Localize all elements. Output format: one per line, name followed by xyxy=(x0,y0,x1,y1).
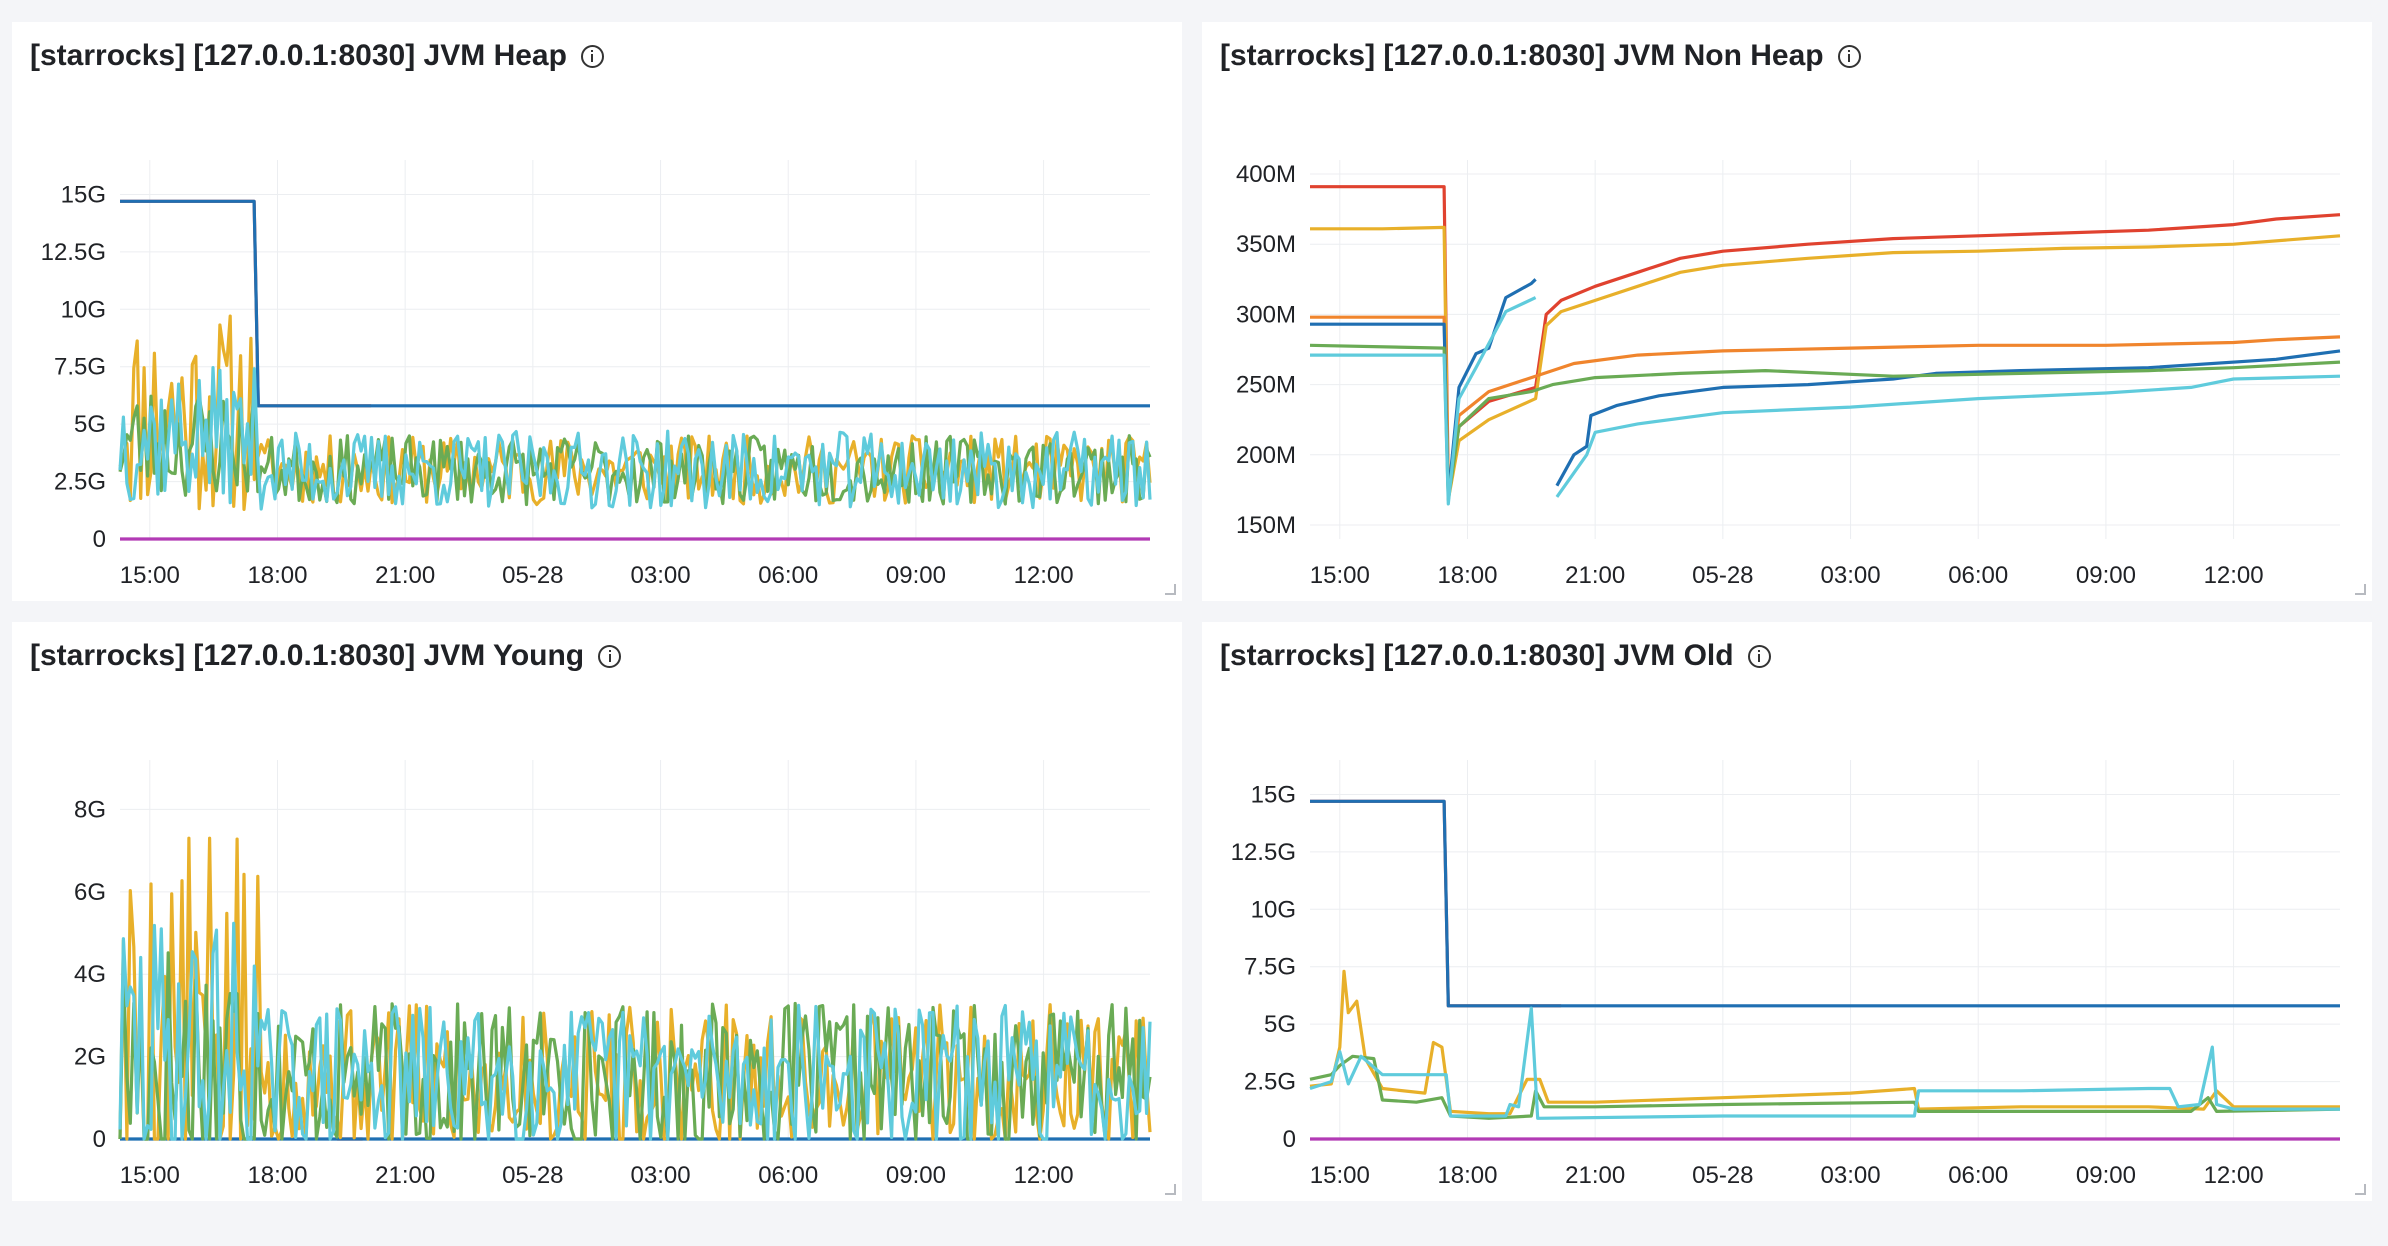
x-tick-label: 05-28 xyxy=(502,562,563,589)
x-tick-label: 18:00 xyxy=(1437,1162,1497,1189)
series-line-cyan xyxy=(118,366,1152,511)
x-tick-label: 15:00 xyxy=(1310,562,1370,589)
y-tick-label: 150M xyxy=(1236,512,1296,539)
x-tick-label: 15:00 xyxy=(1310,1162,1370,1189)
y-tick-label: 0 xyxy=(1283,1126,1296,1153)
series-line-green xyxy=(118,391,1152,507)
chart-jvm-non-heap: 150M 200M 250M 300M 350M 400M 15:00 18:00 21:00 0… xyxy=(1236,160,2341,589)
x-tick-label: 06:00 xyxy=(1948,1162,2008,1189)
x-tick-label: 12:00 xyxy=(2204,562,2264,589)
x-tick-label: 12:00 xyxy=(1014,1162,1074,1189)
panel-jvm-old: [starrocks] [127.0.0.1:8030] JVM Old 0 2.… xyxy=(1202,622,2372,1201)
x-tick-label: 06:00 xyxy=(758,1162,818,1189)
x-tick-label: 21:00 xyxy=(1565,1162,1625,1189)
y-tick-label: 2G xyxy=(74,1044,106,1071)
y-tick-label: 10G xyxy=(1251,896,1296,923)
x-tick-label: 05-28 xyxy=(1692,1162,1753,1189)
y-tick-label: 15G xyxy=(61,181,106,208)
x-tick-label: 06:00 xyxy=(758,562,818,589)
series-line-yellow xyxy=(1309,969,2340,1116)
y-tick-label: 400M xyxy=(1236,161,1296,188)
x-tick-label: 05-28 xyxy=(1692,562,1753,589)
x-tick-label: 21:00 xyxy=(375,562,435,589)
x-tick-label: 12:00 xyxy=(1014,562,1074,589)
x-tick-label: 03:00 xyxy=(1821,1162,1881,1189)
panel-header[interactable]: [starrocks] [127.0.0.1:8030] JVM Old xyxy=(1220,636,1771,676)
y-tick-label: 4G xyxy=(74,961,106,988)
y-tick-label: 2.5G xyxy=(1244,1069,1296,1096)
x-tick-label: 09:00 xyxy=(2076,1162,2136,1189)
panel-title: [starrocks] [127.0.0.1:8030] JVM Non Hea… xyxy=(1220,39,1824,72)
y-tick-label: 12.5G xyxy=(1231,839,1296,866)
series-line-yellow xyxy=(1310,225,2341,502)
panel-header[interactable]: [starrocks] [127.0.0.1:8030] JVM Non Hea… xyxy=(1220,36,1861,76)
resize-handle-icon[interactable] xyxy=(2355,584,2366,595)
x-tick-label: 03:00 xyxy=(1821,562,1881,589)
y-tick-label: 5G xyxy=(74,411,106,438)
panel-header[interactable]: [starrocks] [127.0.0.1:8030] JVM Heap xyxy=(30,36,604,76)
y-tick-label: 250M xyxy=(1236,372,1296,399)
x-tick-label: 09:00 xyxy=(886,1162,946,1189)
panel-header[interactable]: [starrocks] [127.0.0.1:8030] JVM Young xyxy=(30,636,622,676)
x-tick-label: 18:00 xyxy=(1437,562,1497,589)
y-tick-label: 7.5G xyxy=(1244,954,1296,981)
y-tick-label: 10G xyxy=(61,296,106,323)
panel-jvm-non-heap: [starrocks] [127.0.0.1:8030] JVM Non Hea… xyxy=(1202,22,2372,601)
x-tick-label: 15:00 xyxy=(120,1162,180,1189)
series-line-blue xyxy=(1310,799,2340,1008)
x-tick-label: 09:00 xyxy=(2076,562,2136,589)
x-tick-label: 15:00 xyxy=(120,562,180,589)
x-tick-label: 03:00 xyxy=(631,562,691,589)
series-line-blue xyxy=(120,199,1150,408)
series-line-cyan xyxy=(118,921,1152,1141)
x-tick-label: 05-28 xyxy=(502,1162,563,1189)
series-line-cyan xyxy=(1310,296,2341,506)
y-tick-label: 12.5G xyxy=(41,239,106,266)
chart-jvm-young: 0 2G 4G 6G 8G 15:00 18:00 21:00 05-28 03:00 06:00 0… xyxy=(74,760,1152,1189)
chart-jvm-old: 0 2.5G 5G 7.5G 10G 12.5G 15G 15:00 18:00 21:00 05-… xyxy=(1231,760,2341,1189)
info-icon[interactable] xyxy=(598,644,622,668)
panel-title: [starrocks] [127.0.0.1:8030] JVM Old xyxy=(1220,639,1734,672)
y-tick-label: 15G xyxy=(1251,781,1296,808)
x-tick-label: 12:00 xyxy=(2204,1162,2264,1189)
resize-handle-icon[interactable] xyxy=(1165,584,1176,595)
series-line-red xyxy=(1310,185,2341,492)
series-line-green xyxy=(1309,343,2341,502)
series-line-orange xyxy=(1310,315,2341,496)
series-line-red xyxy=(120,199,372,408)
y-tick-label: 200M xyxy=(1236,442,1296,469)
y-tick-label: 6G xyxy=(74,879,106,906)
panel-jvm-young: [starrocks] [127.0.0.1:8030] JVM Young 0… xyxy=(12,622,1182,1201)
resize-handle-icon[interactable] xyxy=(1165,1184,1176,1195)
panel-title: [starrocks] [127.0.0.1:8030] JVM Heap xyxy=(30,39,567,72)
x-tick-label: 03:00 xyxy=(631,1162,691,1189)
y-tick-label: 8G xyxy=(74,796,106,823)
info-icon[interactable] xyxy=(1837,44,1861,68)
x-tick-label: 18:00 xyxy=(247,1162,307,1189)
panel-jvm-heap: [starrocks] [127.0.0.1:8030] JVM Heap 0 2… xyxy=(12,22,1182,601)
y-tick-label: 2.5G xyxy=(54,469,106,496)
y-tick-label: 5G xyxy=(1264,1011,1296,1038)
y-tick-label: 0 xyxy=(93,1126,106,1153)
x-tick-label: 18:00 xyxy=(247,562,307,589)
info-icon[interactable] xyxy=(580,44,604,68)
y-tick-label: 350M xyxy=(1236,231,1296,258)
x-tick-label: 06:00 xyxy=(1948,562,2008,589)
resize-handle-icon[interactable] xyxy=(2355,1184,2366,1195)
y-tick-label: 300M xyxy=(1236,301,1296,328)
info-icon[interactable] xyxy=(1747,644,1771,668)
series-line-cyan xyxy=(1309,1006,2340,1120)
y-tick-label: 0 xyxy=(93,526,106,553)
y-tick-label: 7.5G xyxy=(54,354,106,381)
x-tick-label: 21:00 xyxy=(1565,562,1625,589)
series-line-red xyxy=(1310,799,1562,1008)
panel-title: [starrocks] [127.0.0.1:8030] JVM Young xyxy=(30,639,585,672)
x-tick-label: 09:00 xyxy=(886,562,946,589)
chart-jvm-heap: 0 2.5G 5G 7.5G 10G 12.5G 15G 15:00 18:00 21:00 05-… xyxy=(41,160,1152,589)
x-tick-label: 21:00 xyxy=(375,1162,435,1189)
